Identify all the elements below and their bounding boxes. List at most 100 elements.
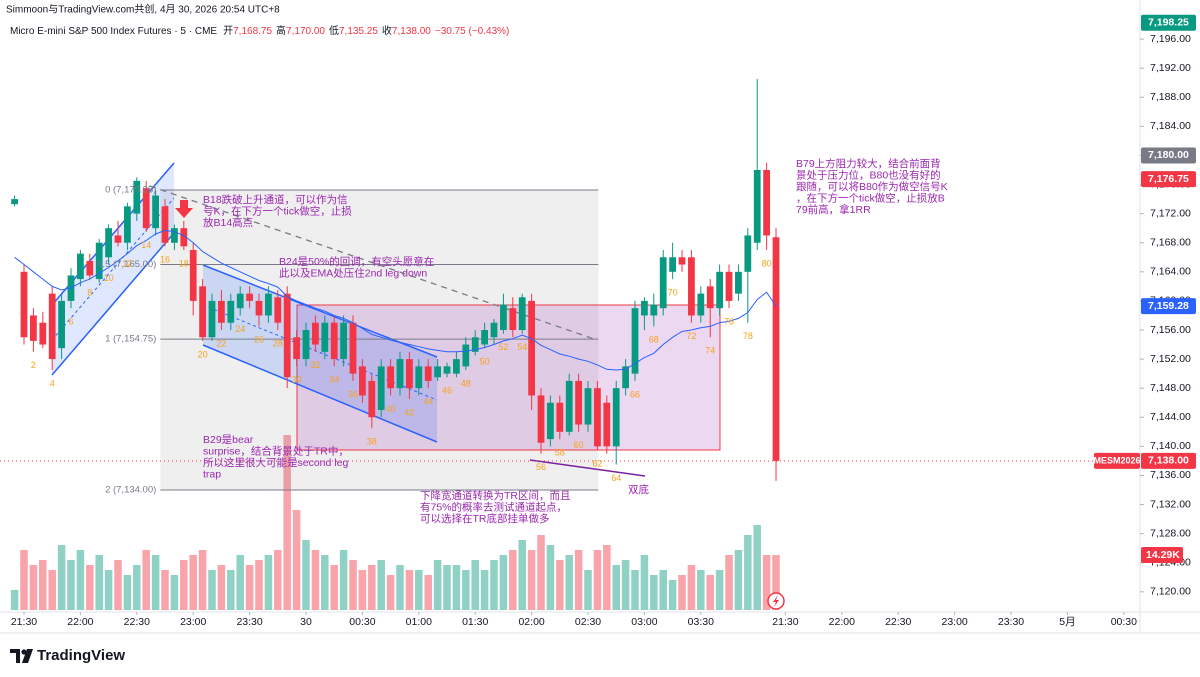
candle-body [189, 250, 197, 301]
candle-body [481, 330, 488, 345]
annotation-line: 跟随，可以将B80作为做空信号K [796, 180, 948, 193]
volume-tag-label: 14.29K [1146, 549, 1180, 561]
x-tick-label: 03:00 [631, 616, 657, 628]
x-tick-label: 21:30 [772, 616, 798, 628]
candle-body [537, 395, 545, 443]
fib-label: 2 (7,134.00) [105, 485, 156, 496]
bar-number: 30 [292, 375, 302, 385]
volume-bar [603, 545, 611, 610]
candle-body [246, 293, 253, 301]
volume-bar [217, 565, 226, 610]
candle-body [86, 260, 94, 276]
bar-number: 22 [216, 338, 226, 348]
candle-body [368, 380, 376, 418]
candle-body [772, 237, 780, 461]
volume-bar [264, 555, 273, 610]
bar-number: 36 [348, 389, 358, 399]
candle-body [396, 359, 404, 389]
volume-bar [349, 560, 357, 610]
bar-number: 62 [592, 458, 602, 468]
candle-body [678, 257, 686, 265]
candle-body [650, 304, 658, 316]
annotation: B79上方阻力较大，结合前面背景处于压力位，B80也没有好的跟随，可以将B80作… [796, 157, 948, 216]
bar-number: 78 [743, 331, 753, 341]
y-tick-label: 7,128.00 [1150, 527, 1191, 539]
bar-number: 70 [668, 287, 678, 297]
candle-body [208, 300, 216, 338]
volume-bar [612, 565, 620, 610]
volume-bar [659, 570, 667, 610]
candle-body [603, 402, 611, 447]
candle-body [584, 388, 592, 425]
volume-bar [537, 535, 545, 610]
bar-number: 58 [555, 447, 565, 457]
text-layer: 0 (7,175.25) 0.5 (7,165.00) 1 (7,154.75) 2 … [31, 157, 948, 525]
logo: TradingView [10, 647, 125, 664]
candle-body [20, 271, 28, 338]
bar-number: 42 [404, 407, 414, 417]
volume-bar [650, 575, 658, 610]
candle-body [462, 344, 470, 367]
candle-body [453, 359, 460, 374]
candle-body [725, 271, 733, 301]
candle-body [199, 286, 206, 338]
candle-body [415, 366, 423, 389]
x-tick-label: 30 [300, 616, 312, 628]
bar-number: 26 [254, 335, 264, 345]
candle-body [227, 300, 235, 323]
x-tick-label: 00:30 [349, 616, 375, 628]
candle-body [471, 337, 479, 352]
symbol: Micro E-mini S&P 500 Index Futures · 5 ·… [10, 26, 217, 37]
y-tick-label: 7,152.00 [1150, 353, 1191, 365]
volume-bar [39, 560, 47, 610]
volume-bar [518, 540, 526, 610]
candle-body [312, 322, 319, 345]
bar-number: 76 [724, 317, 734, 327]
volume-bar [170, 575, 179, 610]
bar-number: 10 [104, 273, 114, 283]
candle-body [171, 228, 178, 243]
volume-bar [236, 555, 244, 610]
volume-bar [386, 575, 395, 610]
candle-body [706, 286, 714, 309]
y-tick-label: 7,164.00 [1150, 266, 1191, 278]
candle-body [180, 228, 188, 247]
price-tag [1141, 14, 1196, 31]
alert-icon-bolt [773, 595, 779, 607]
candle-body [622, 366, 630, 389]
fib-box [160, 190, 599, 490]
annotation-line: 下降宽通道转换为TR区间，而且 [420, 489, 571, 502]
bar-number: 34 [329, 375, 339, 385]
volume-bar [734, 550, 743, 610]
candle-body [669, 257, 677, 272]
volume-bar [621, 560, 630, 610]
volume-bar [245, 565, 254, 610]
bar-number: 52 [498, 342, 508, 352]
volume-bar [687, 565, 696, 610]
annotation-line: B29是bear [203, 434, 254, 446]
logo-mark [21, 649, 27, 655]
annotation: B29是bear surprise，结合背景处于TR中，所以这里很大可能是seco… [203, 434, 349, 481]
x-tick-label: 01:30 [462, 616, 488, 628]
volume-bar [433, 560, 442, 610]
volume-bar [95, 555, 103, 610]
volume-bar [227, 570, 235, 610]
x-tick-label: 21:30 [11, 616, 37, 628]
candle-body [387, 366, 394, 389]
volume-bar [396, 565, 404, 610]
candle-body [518, 297, 526, 330]
candle-body [114, 235, 122, 243]
candle-body [124, 206, 131, 243]
candle-body [612, 388, 620, 447]
candle-body [30, 315, 37, 341]
annotation-line: 所以这里很大可能是second leg [203, 456, 348, 469]
candle-body [406, 359, 413, 389]
signal-arrow [175, 200, 193, 218]
volume-bar [20, 550, 28, 610]
axis-layer: 7,120.007,124.007,128.007,132.007,136.00… [11, 14, 1196, 628]
candle-body [575, 380, 582, 425]
volume-bar [415, 570, 423, 610]
volume-bar [330, 565, 338, 610]
annotation-line: B24是50%的回调，有空头愿意在 [279, 255, 434, 268]
